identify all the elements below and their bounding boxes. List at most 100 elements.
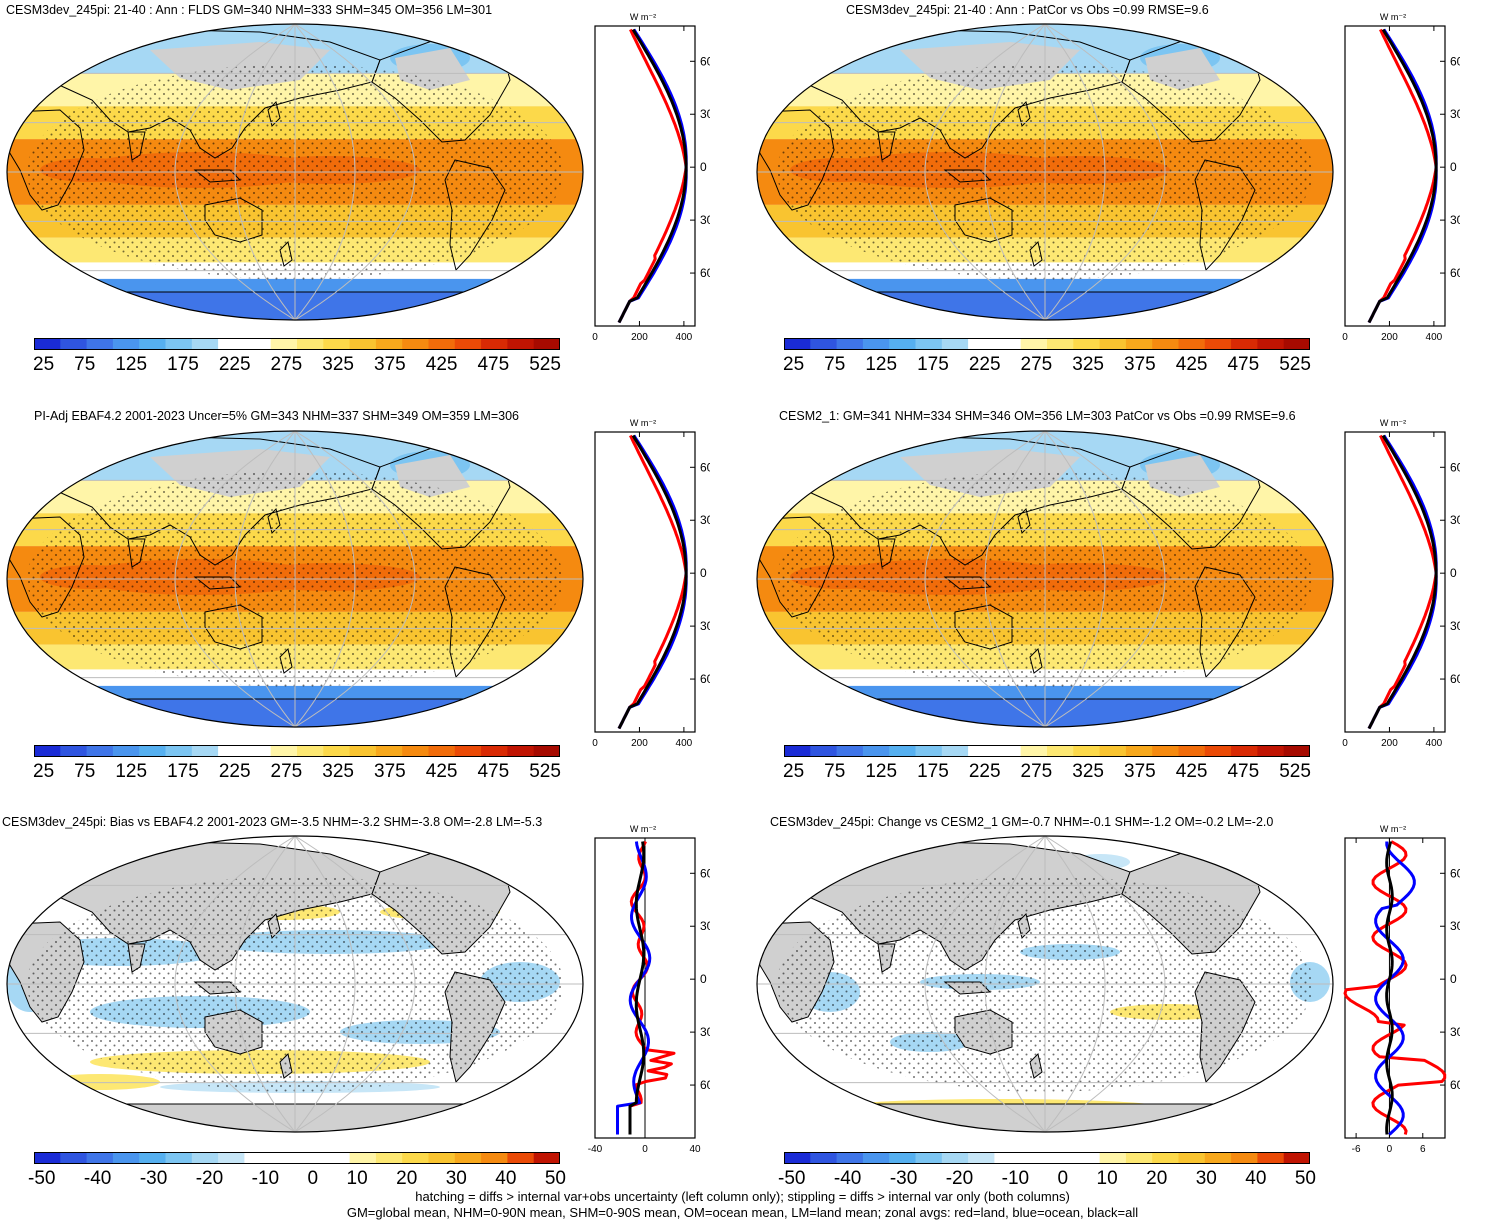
x-tick-label: 200: [631, 738, 648, 749]
colorbar-swatch: [784, 338, 811, 350]
colorbar-swatch: [139, 745, 166, 757]
field-anomaly: [40, 1074, 160, 1090]
colorbar-label: 175: [167, 354, 199, 375]
colorbar-labels: -50 -40 -30 -20 -10 0 10 20 30 40 50: [28, 1168, 566, 1190]
colorbar-swatch: [323, 338, 351, 350]
zonal-profile: W m⁻² 60N 30N 0 30S 60S 0 200 400: [1342, 12, 1460, 343]
colorbar-swatch: [994, 745, 1022, 757]
colorbar-swatch: [810, 338, 838, 350]
colorbar-label: 125: [115, 761, 148, 782]
colorbar-label: 50: [544, 1168, 566, 1189]
map-outline: [756, 23, 1334, 321]
colorbar-swatch: [1283, 338, 1310, 350]
x-tick-label: 200: [1381, 332, 1398, 343]
colorbar-swatch: [968, 1152, 995, 1164]
colorbar-swatch: [112, 338, 140, 350]
colorbar-swatch: [86, 745, 114, 757]
land-greenland: [468, 24, 531, 56]
x-tick-label: 200: [1381, 738, 1398, 749]
map-outline: [756, 430, 1334, 728]
colorbar-swatch: [1231, 745, 1258, 757]
colorbar-swatch: [1152, 745, 1179, 757]
lat-tick-label: 0: [1450, 972, 1457, 986]
colorbar-swatch: [165, 745, 193, 757]
colorbar-swatch: [270, 1152, 298, 1164]
map-outline: [6, 430, 584, 728]
colorbar-swatch: [836, 1152, 864, 1164]
lat-tick-label: 60N: [700, 866, 710, 880]
colorbar-label: 10: [346, 1168, 368, 1189]
colorbar-swatch: [1204, 338, 1232, 350]
zonal-profile: W m⁻² 60N 30N 0 30S 60S -6 0 6: [1343, 824, 1460, 1155]
lat-tick-label: 30S: [1450, 1025, 1460, 1039]
colorbar-swatch: [297, 745, 324, 757]
land-greenland: [1218, 24, 1281, 56]
colorbar-swatch: [507, 745, 535, 757]
land-greenland: [468, 431, 531, 463]
profile-frame: [594, 25, 696, 327]
colorbar-swatch: [784, 1152, 811, 1164]
colorbar-frame: [34, 1152, 560, 1164]
colorbar-label: 375: [1124, 761, 1156, 782]
colorbar: [784, 745, 1310, 757]
colorbar-swatch: [994, 1152, 1022, 1164]
x-tick-label: 0: [1342, 332, 1348, 343]
zonal-profile: W m⁻² 60N 30N 0 30S 60S 0 200 400: [592, 418, 710, 749]
colorbar-swatch: [1073, 745, 1101, 757]
colorbar-swatch: [428, 338, 456, 350]
colorbar-swatch: [784, 745, 811, 757]
colorbar-label: 25: [33, 761, 55, 782]
colorbar-swatch: [862, 1152, 890, 1164]
profile-unit-label: W m⁻²: [630, 824, 656, 834]
colorbar-swatch: [60, 1152, 88, 1164]
colorbar-label: 50: [1294, 1168, 1316, 1189]
colorbar-swatch: [297, 1152, 324, 1164]
colorbar-swatch: [86, 1152, 114, 1164]
colorbar-labels: 25 75 125 175 225 275 325 375 425 475 525: [783, 354, 1311, 376]
x-tick-label: 6: [1420, 1144, 1426, 1155]
lat-tick-label: 30N: [700, 107, 710, 121]
map-panel: [756, 430, 1334, 728]
graticule: [757, 24, 1333, 320]
profile-unit-label: W m⁻²: [1380, 824, 1406, 834]
colorbar-label: 40: [495, 1168, 517, 1189]
colorbar-swatch: [1099, 1152, 1127, 1164]
lat-tick-label: 30S: [700, 213, 710, 227]
colorbar-swatch: [1178, 1152, 1206, 1164]
colorbar-label: 475: [1227, 354, 1260, 375]
colorbar-swatch: [1257, 1152, 1285, 1164]
zonal-mean-all: [1367, 434, 1438, 730]
profile-unit-label: W m⁻²: [1380, 418, 1406, 428]
x-tick-label: 40: [689, 1144, 701, 1155]
colorbar-swatch: [915, 1152, 943, 1164]
x-tick-label: 400: [1426, 738, 1443, 749]
colorbar-label: 0: [1057, 1168, 1069, 1189]
colorbar-swatch: [1152, 1152, 1179, 1164]
land-greenland: [1218, 431, 1281, 463]
panel-title: PI-Adj EBAF4.2 2001-2023 Uncer=5% GM=343…: [34, 409, 519, 423]
colorbar-swatch: [1020, 338, 1048, 350]
colorbar-label: -10: [1001, 1168, 1030, 1189]
graticule: [7, 24, 583, 320]
colorbar-swatch: [191, 745, 219, 757]
colorbar-swatch: [1204, 745, 1232, 757]
graticule: [757, 836, 1333, 1132]
map-outline: [756, 835, 1334, 1133]
colorbar-swatch: [323, 745, 351, 757]
colorbar-frame: [34, 745, 560, 757]
lat-tick-label: 30S: [1450, 619, 1460, 633]
footer-note-definitions: GM=global mean, NHM=0-90N mean, SHM=0-90…: [346, 1205, 1139, 1220]
colorbar-label: 125: [115, 354, 148, 375]
colorbar-swatch: [428, 745, 456, 757]
colorbar-label: 20: [396, 1168, 418, 1189]
colorbar-frame: [784, 338, 1310, 350]
colorbar-swatch: [297, 338, 324, 350]
x-tick-label: 0: [1387, 1144, 1393, 1155]
colorbar: [34, 1152, 560, 1164]
lat-tick-label: 0: [700, 972, 707, 986]
zonal-mean-all: [628, 841, 646, 1135]
colorbar-swatch: [244, 338, 272, 350]
colorbar-swatch: [349, 745, 377, 757]
colorbar-label: 525: [1279, 761, 1311, 782]
colorbar-label: 375: [1124, 354, 1156, 375]
